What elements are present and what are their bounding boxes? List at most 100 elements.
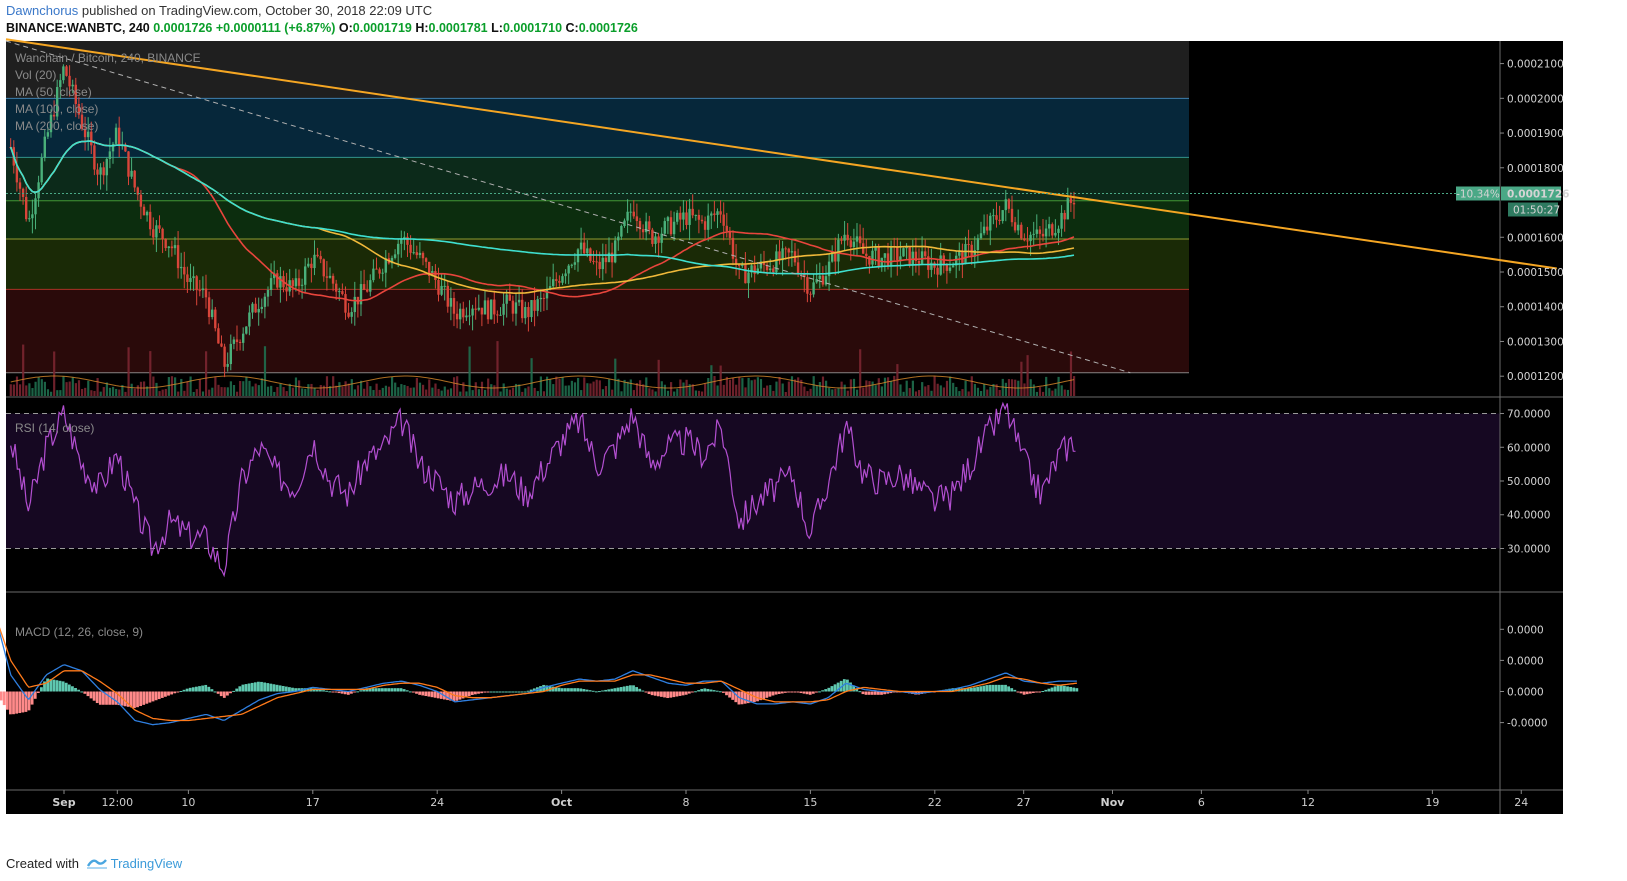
volume-bar [558,378,561,396]
volume-bar [465,391,468,396]
volume-bar [158,391,161,396]
volume-bar [226,387,229,396]
candle-body [235,339,239,343]
volume-bar [865,380,868,396]
volume-bar [623,379,626,396]
macd-histogram-bar [281,685,285,692]
candle-body [192,276,195,279]
candle-body [223,346,226,367]
candle-body [604,257,608,263]
volume-bar [493,385,496,396]
candle-body [930,262,933,270]
time-tick-label: Oct [551,796,572,809]
candle-body [973,250,976,257]
volume-bar [952,382,955,396]
volume-bar [874,385,877,396]
candle-body [725,225,728,231]
signal-line [0,627,1077,722]
candle-body [809,293,812,295]
volume-bar [862,387,865,396]
macd-histogram-bar [598,691,601,693]
tradingview-logo-icon [86,857,108,869]
candle-body [1004,199,1007,211]
macd-histogram-bar [759,691,763,701]
candle-body [176,245,180,269]
volume-bar [239,381,242,396]
candle-body [291,280,294,287]
volume-bar [828,387,831,396]
candle-body [400,238,403,244]
open-label: O: [338,21,353,35]
macd-histogram-bar [92,691,96,701]
candle-body [1023,238,1026,241]
candle-body [266,289,270,297]
volume-bar [654,391,657,396]
macd-histogram-bar [191,687,195,692]
volume-bar [1045,376,1048,396]
macd-histogram-bar [672,691,676,698]
macd-histogram-bar [294,688,298,692]
candle-body [117,127,121,147]
macd-histogram-bar [582,689,586,692]
volume-bar [332,376,335,396]
macd-histogram-bar [839,680,843,692]
volume-bar [601,389,604,396]
candle-body [995,215,998,220]
macd-histogram-bar [787,691,790,693]
volume-bar [322,385,325,396]
author-link[interactable]: Dawnchorus [6,3,79,18]
candle-body [728,230,732,238]
volume-bar [1063,389,1066,396]
volume-bar [921,382,924,396]
volume-bar [508,389,511,396]
ohlc-line: BINANCE:WANBTC, 240 0.0001726 +0.0000111… [6,21,638,35]
candle-body [71,84,74,87]
macd-histogram-bar [33,691,37,699]
price-tick-label: 0.0001300 [1507,336,1564,348]
macd-histogram-bar [253,682,257,692]
macd-histogram-bar [27,691,31,711]
volume-bar [682,382,685,396]
volume-bar [369,386,372,396]
macd-histogram-bar [505,691,508,693]
volume-bar [924,386,927,396]
volume-bar [167,377,170,396]
macd-histogram-bar [607,689,611,692]
macd-histogram-bar [176,691,180,693]
macd-histogram-bar [656,691,660,697]
candle-body [998,219,1001,222]
macd-histogram-bar [393,688,397,692]
volume-bar [431,387,434,396]
volume-bar [1026,355,1029,396]
macd-histogram-bar [684,691,688,695]
dashed-trendline [5,40,1131,374]
volume-bar [834,388,837,396]
candle-body [592,260,595,262]
volume-bar [642,384,645,396]
macd-histogram-bar [771,691,775,696]
macd-histogram-bar [474,691,477,695]
candle-body [911,251,914,265]
candle-body [948,267,952,271]
macd-histogram-bar [811,691,815,694]
volume-bar [390,377,394,396]
volume-bar [536,391,539,396]
candle-body [722,214,725,226]
macd-histogram-bar [18,691,22,714]
candle-body [713,213,716,215]
countdown-badge [1508,202,1558,217]
volume-bar [809,388,812,396]
macd-histogram-bar [889,691,893,694]
volume-bar [22,344,25,396]
volume-bar [989,386,992,396]
candle-body [486,300,490,320]
candle-body [734,258,738,265]
macd-histogram-bar [421,691,425,696]
tradingview-link[interactable]: TradingView [110,856,183,871]
candle-body [124,145,127,152]
candle-body [567,265,570,274]
candle-body [635,216,639,222]
macd-histogram-bar [238,686,242,692]
volume-bar [893,375,896,396]
